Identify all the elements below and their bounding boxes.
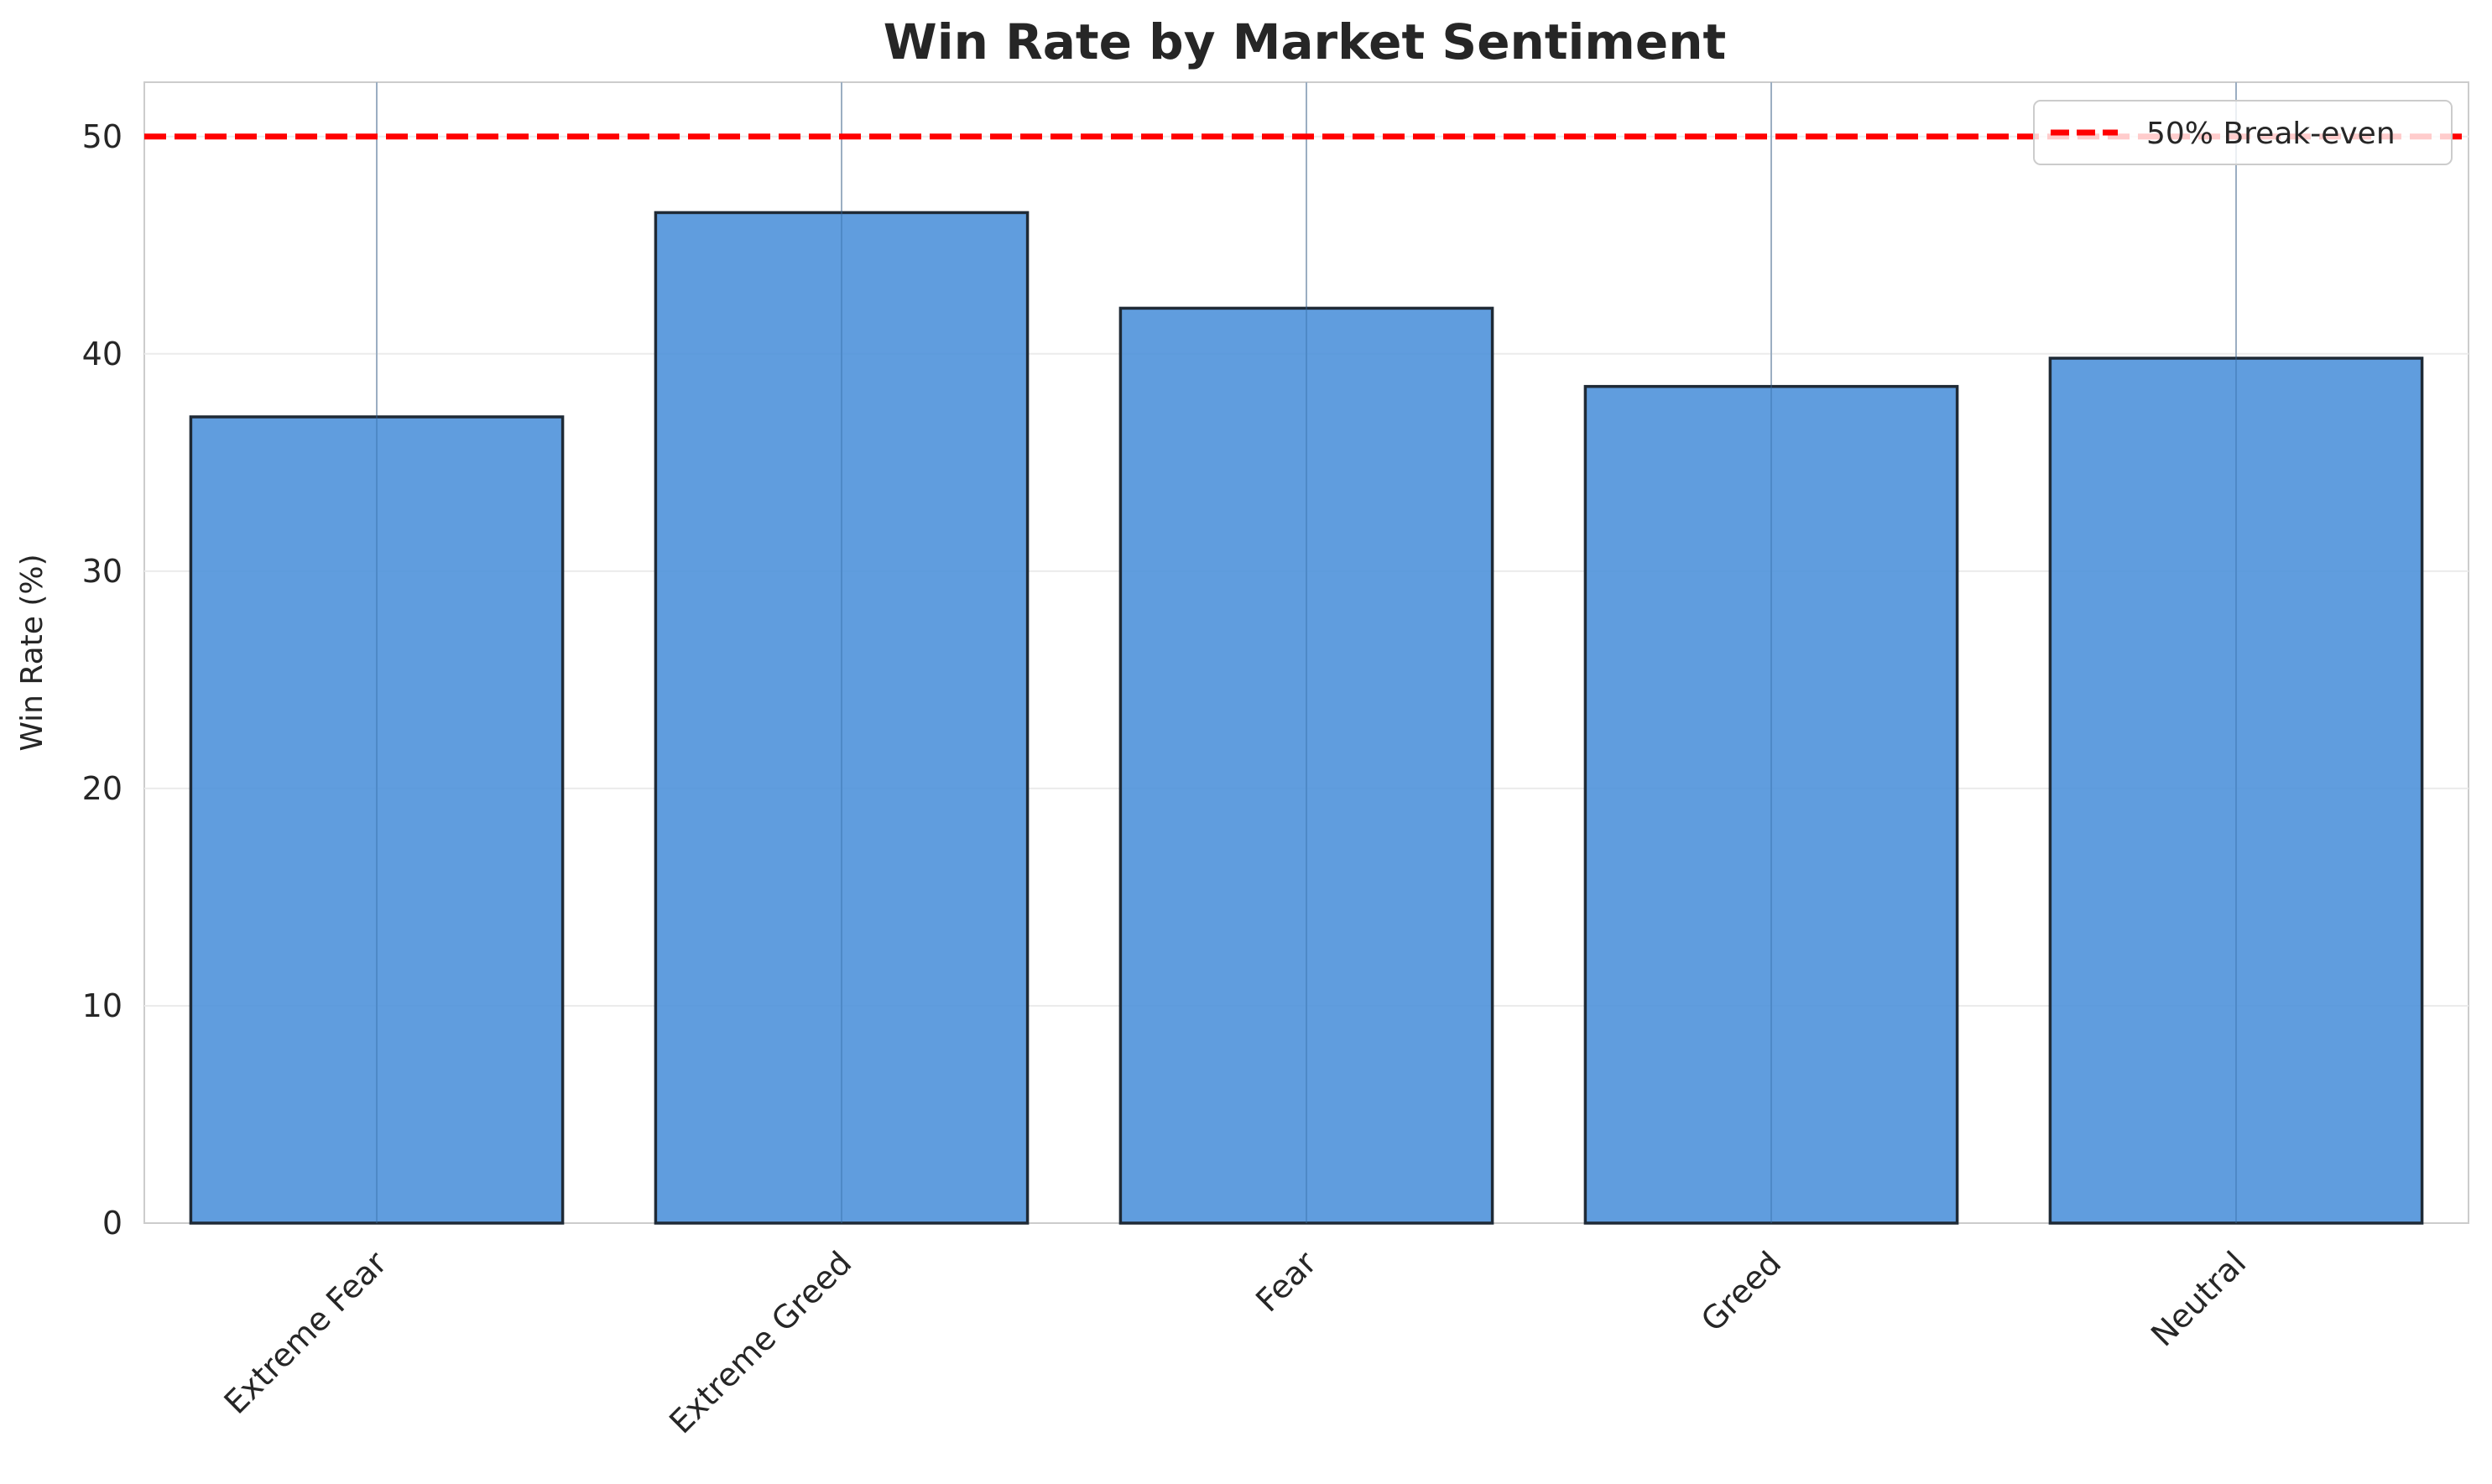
legend-box: [2033, 100, 2453, 165]
bar: [1118, 306, 1494, 1225]
bars: [189, 82, 2424, 1225]
legend-label: 50% Break-even: [2146, 117, 2396, 151]
bar: [654, 211, 1030, 1225]
y-tick-label: 10: [82, 987, 123, 1024]
y-tick-label: 30: [82, 553, 123, 590]
y-tick-label: 50: [82, 118, 123, 155]
legend: 50% Break-even: [2033, 100, 2453, 165]
bar: [1583, 384, 1959, 1225]
y-tick-label: 40: [82, 336, 123, 372]
bar: [189, 415, 565, 1225]
chart-title: Win Rate by Market Sentiment: [884, 13, 1726, 70]
y-tick-label: 20: [82, 770, 123, 807]
bar: [2048, 357, 2424, 1225]
plot-area: [143, 81, 2469, 1225]
y-axis-label: Win Rate (%): [15, 554, 50, 751]
y-axis-ticks: 0 10 20 30 40 50: [82, 118, 123, 1242]
y-tick-label: 0: [102, 1205, 123, 1242]
